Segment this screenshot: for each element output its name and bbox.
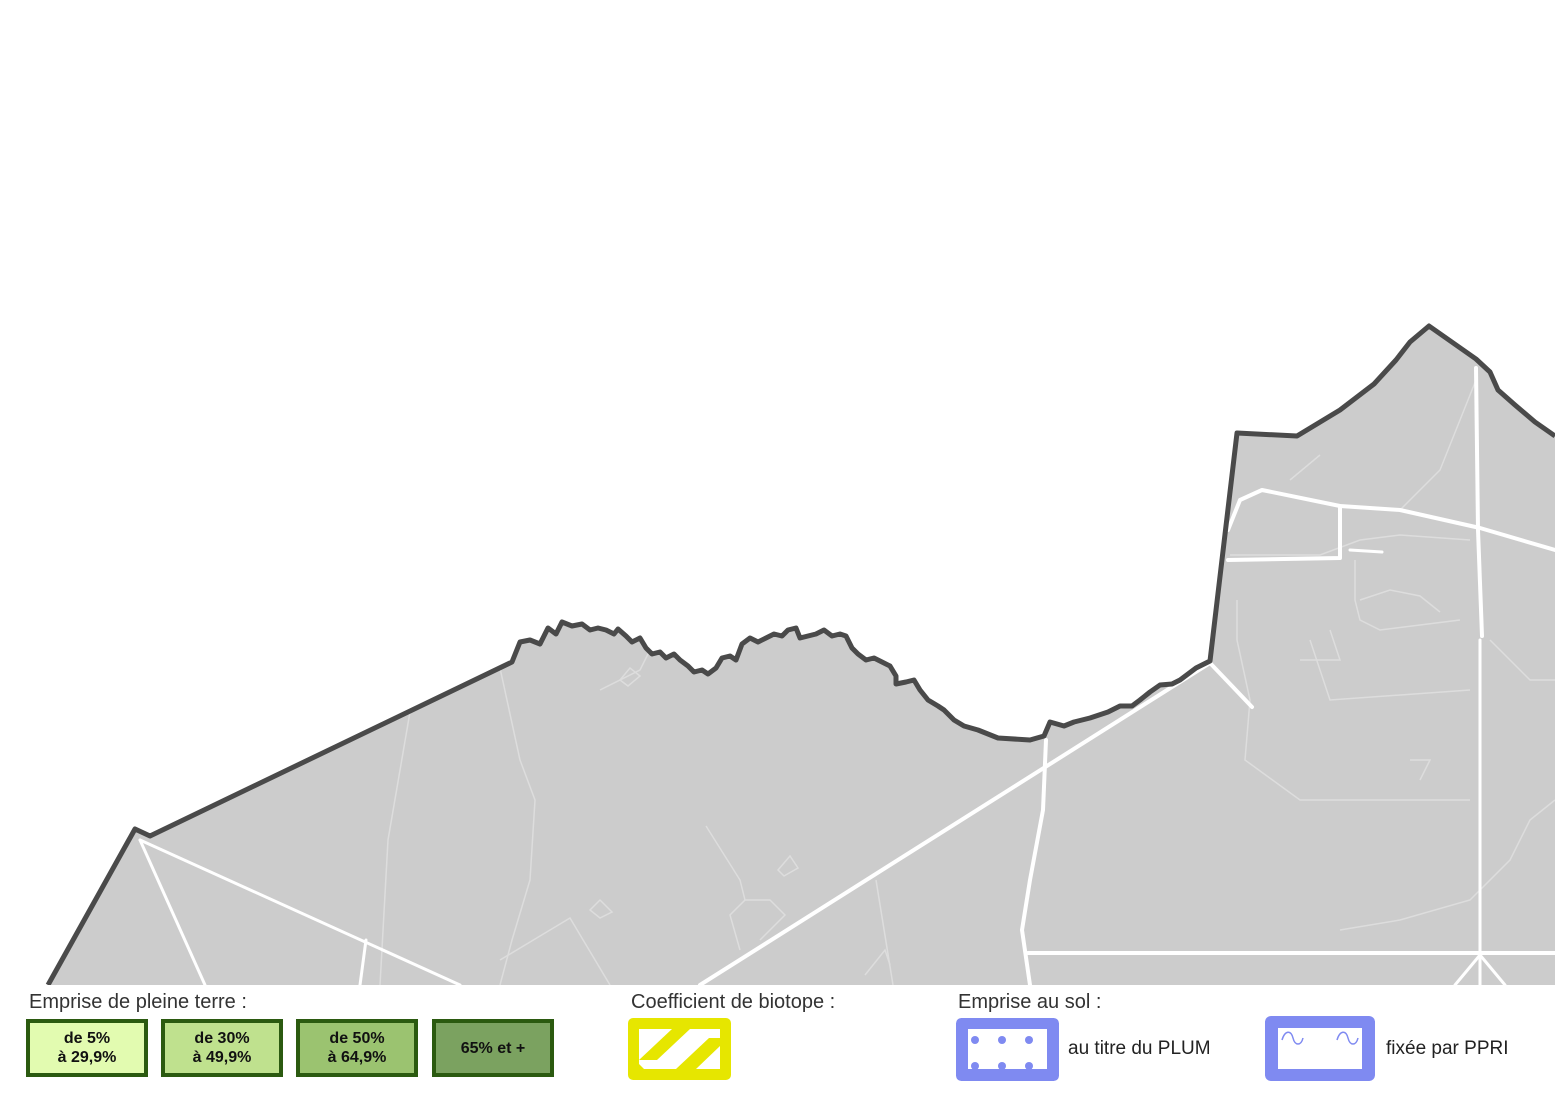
pleine-terre-swatch-1: de 5% à 29,9% — [26, 1019, 148, 1077]
map-area[interactable] — [0, 0, 1555, 987]
swatch-3-line2: à 64,9% — [327, 1049, 387, 1066]
road-network — [138, 366, 1555, 987]
swatch-4-line1: 65% et + — [460, 1039, 526, 1057]
map-svg — [45, 323, 1555, 987]
land-parcel-east — [1210, 326, 1555, 985]
pleine-terre-swatch-4: 65% et + — [432, 1019, 554, 1077]
biotope-swatch — [628, 1018, 731, 1080]
swatch-1-line2: à 29,9% — [57, 1049, 117, 1066]
emprise-sol-plum-swatch — [956, 1018, 1059, 1081]
map-legend: Emprise de pleine terre : de 5% à 29,9% d… — [0, 985, 1555, 1108]
swatch-3-line1: de 50% — [329, 1030, 385, 1047]
swatch-2-line1: de 30% — [194, 1030, 250, 1047]
commune-boundary — [45, 323, 1555, 987]
waves-pattern — [1265, 1016, 1375, 1081]
swatch-2-line2: à 49,9% — [192, 1049, 252, 1066]
emprise-sol-plum-label: au titre du PLUM — [1068, 1038, 1211, 1059]
pleine-terre-title: Emprise de pleine terre : — [29, 991, 247, 1013]
pleine-terre-swatch-3: de 50% à 64,9% — [296, 1019, 418, 1077]
emprise-sol-ppri-label: fixée par PPRI — [1386, 1038, 1509, 1059]
emprise-sol-title: Emprise au sol : — [958, 991, 1102, 1013]
parcel-lines — [379, 379, 1555, 986]
swatch-1-line1: de 5% — [63, 1030, 111, 1047]
biotope-title: Coefficient de biotope : — [631, 991, 836, 1013]
emprise-sol-ppri-swatch — [1265, 1016, 1375, 1081]
dots-pattern — [956, 1018, 1059, 1081]
pleine-terre-swatch-2: de 30% à 49,9% — [161, 1019, 283, 1077]
land-parcel-west — [48, 622, 1210, 985]
biotope-hatch-pattern — [628, 1018, 731, 1080]
